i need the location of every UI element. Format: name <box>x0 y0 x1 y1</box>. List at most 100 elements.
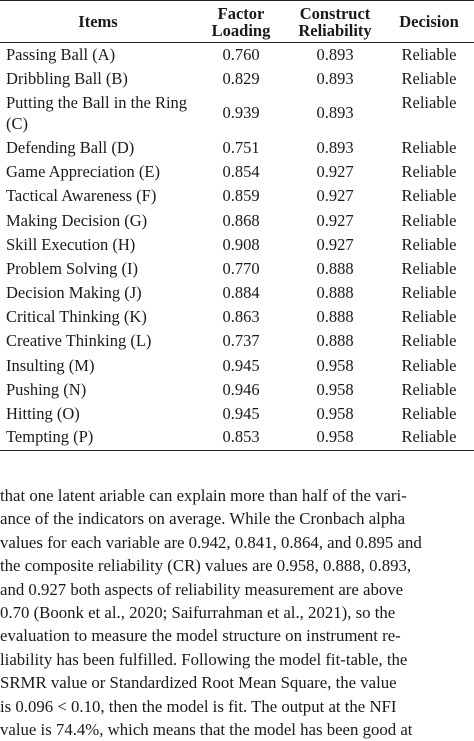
paragraph-line: 0.70 (Boonk et al., 2020; Saifurrahman e… <box>0 602 396 622</box>
table-row: Dribbling Ball (B) 0.829 0.893 Reliable <box>0 67 474 91</box>
table-row: Putting the Ball in the Ring (C) 0.939 0.8… <box>0 91 474 136</box>
paragraph-line: the composite reliability (CR) values ar… <box>0 556 412 576</box>
decision-cell: Reliable <box>401 68 457 88</box>
factor-loading-cell: 0.945 <box>222 355 260 375</box>
table-row: Passing Ball (A) 0.760 0.893 Reliable <box>0 43 474 67</box>
construct-reliability-cell: 0.958 <box>316 355 354 375</box>
decision-cell: Reliable <box>401 283 457 303</box>
factor-loading-cell: 0.829 <box>222 68 260 88</box>
header-decision: Decision <box>384 1 474 43</box>
table-row: Game Appreciation (E) 0.854 0.927 Reliable <box>0 160 474 184</box>
item-cell: Making Decision (G) <box>6 210 148 230</box>
item-cell: Passing Ball (A) <box>6 44 116 64</box>
construct-reliability-cell: 0.893 <box>316 44 354 64</box>
item-cell: Pushing (N) <box>6 379 87 399</box>
construct-reliability-cell: 0.888 <box>316 331 354 351</box>
table-row: Problem Solving (I) 0.770 0.888 Reliable <box>0 257 474 281</box>
decision-cell: Reliable <box>401 404 457 424</box>
item-cell: Decision Making (J) <box>6 283 142 303</box>
header-factor-loading: Factor Loading <box>196 1 286 43</box>
table-row: Defending Ball (D) 0.751 0.893 Reliable <box>0 136 474 160</box>
table-row: Critical Thinking (K) 0.863 0.888 Reliable <box>0 305 474 329</box>
header-construct-reliability: Construct Reliability <box>286 1 384 43</box>
decision-cell: Reliable <box>401 331 457 351</box>
factor-loading-cell: 0.853 <box>222 426 260 446</box>
decision-cell: Reliable <box>401 307 457 327</box>
table-body: Passing Ball (A) 0.760 0.893 Reliable Dribbl… <box>0 43 474 451</box>
factor-loading-cell: 0.939 <box>222 103 260 123</box>
factor-loading-cell: 0.770 <box>222 258 260 278</box>
construct-reliability-cell: 0.888 <box>316 258 354 278</box>
paragraph-line: SRMR value or Standardized Root Mean Squ… <box>0 673 397 693</box>
construct-reliability-cell: 0.958 <box>316 379 354 399</box>
table-row: Tempting (P) 0.853 0.958 Reliable <box>0 426 474 450</box>
item-cell: Game Appreciation (E) <box>6 162 160 182</box>
factor-loading-cell: 0.751 <box>222 137 260 157</box>
table-row: Making Decision (G) 0.868 0.927 Reliable <box>0 208 474 232</box>
header-factor-loading-line2: Loading <box>211 20 271 40</box>
construct-reliability-cell: 0.958 <box>316 404 354 424</box>
factor-loading-cell: 0.737 <box>222 331 260 351</box>
construct-reliability-cell: 0.893 <box>316 68 354 88</box>
table-row: Hitting (O) 0.945 0.958 Reliable <box>0 402 474 426</box>
item-cell: Critical Thinking (K) <box>6 307 147 327</box>
item-cell: Skill Execution (H) <box>6 234 136 254</box>
table-row: Skill Execution (H) 0.908 0.927 Reliable <box>0 233 474 257</box>
header-items: Items <box>0 1 196 43</box>
decision-cell: Reliable <box>401 92 457 112</box>
factor-loading-cell: 0.945 <box>222 404 260 424</box>
paragraph-line: is 0.096 < 0.10, then the model is fit. … <box>0 696 397 716</box>
construct-reliability-cell: 0.927 <box>316 162 354 182</box>
header-decision-label: Decision <box>399 12 459 31</box>
table-row: Pushing (N) 0.946 0.958 Reliable <box>0 378 474 402</box>
factor-loading-cell: 0.859 <box>222 186 260 206</box>
decision-cell: Reliable <box>401 210 457 230</box>
decision-cell: Reliable <box>401 355 457 375</box>
decision-cell: Reliable <box>401 137 457 157</box>
header-items-label: Items <box>78 12 118 31</box>
construct-reliability-cell: 0.958 <box>316 426 354 446</box>
item-cell: Tactical Awareness (F) <box>6 186 157 206</box>
body-paragraph: that one latent ariable can explain more… <box>0 484 474 741</box>
table-row: Insulting (M) 0.945 0.958 Reliable <box>0 354 474 378</box>
factor-loading-cell: 0.760 <box>222 44 260 64</box>
header-row: Items Factor Loading Construct Reliabili… <box>0 0 474 43</box>
factor-loading-cell: 0.854 <box>222 162 260 182</box>
construct-reliability-cell: 0.888 <box>316 307 354 327</box>
decision-cell: Reliable <box>401 186 457 206</box>
paragraph-line: liability has been fulfilled. Following … <box>0 649 408 669</box>
paragraph-line: evaluation to measure the model structur… <box>0 626 401 646</box>
item-cell: Creative Thinking (L) <box>6 331 152 351</box>
header-construct-reliability-line2: Reliability <box>298 20 372 40</box>
paragraph-line: and 0.927 both aspects of reliability me… <box>0 579 404 599</box>
item-cell: Hitting (O) <box>6 404 80 424</box>
item-cell: Insulting (M) <box>6 355 95 375</box>
item-cell: Putting the Ball in the Ring (C) <box>6 93 188 134</box>
decision-cell: Reliable <box>401 379 457 399</box>
header-construct-reliability-line1: Construct <box>299 3 371 23</box>
paragraph-line: value is 74.4%, which means that the mod… <box>0 719 413 739</box>
paragraph-line: that one latent ariable can explain more… <box>0 486 407 505</box>
table-row: Decision Making (J) 0.884 0.888 Reliable <box>0 281 474 305</box>
construct-reliability-cell: 0.927 <box>316 186 354 206</box>
decision-cell: Reliable <box>401 44 457 64</box>
table-header: Items Factor Loading Construct Reliabili… <box>0 0 474 43</box>
table-row: Creative Thinking (L) 0.737 0.888 Reliable <box>0 329 474 353</box>
factor-loading-cell: 0.884 <box>222 283 260 303</box>
factor-loading-cell: 0.863 <box>222 307 260 327</box>
construct-reliability-cell: 0.927 <box>316 234 354 254</box>
reliability-table: Items Factor Loading Construct Reliabili… <box>0 0 474 451</box>
item-cell: Tempting (P) <box>6 426 94 446</box>
item-cell: Dribbling Ball (B) <box>6 68 128 88</box>
table-row: Tactical Awareness (F) 0.859 0.927 Reliable <box>0 184 474 208</box>
paragraph-line: values for each variable are 0.942, 0.84… <box>0 532 422 552</box>
construct-reliability-cell: 0.888 <box>316 283 354 303</box>
construct-reliability-cell: 0.893 <box>316 103 354 123</box>
construct-reliability-cell: 0.893 <box>316 137 354 157</box>
item-cell: Problem Solving (I) <box>6 258 138 278</box>
construct-reliability-cell: 0.927 <box>316 210 354 230</box>
decision-cell: Reliable <box>401 162 457 182</box>
decision-cell: Reliable <box>401 258 457 278</box>
item-cell: Defending Ball (D) <box>6 137 135 157</box>
factor-loading-cell: 0.946 <box>222 379 260 399</box>
